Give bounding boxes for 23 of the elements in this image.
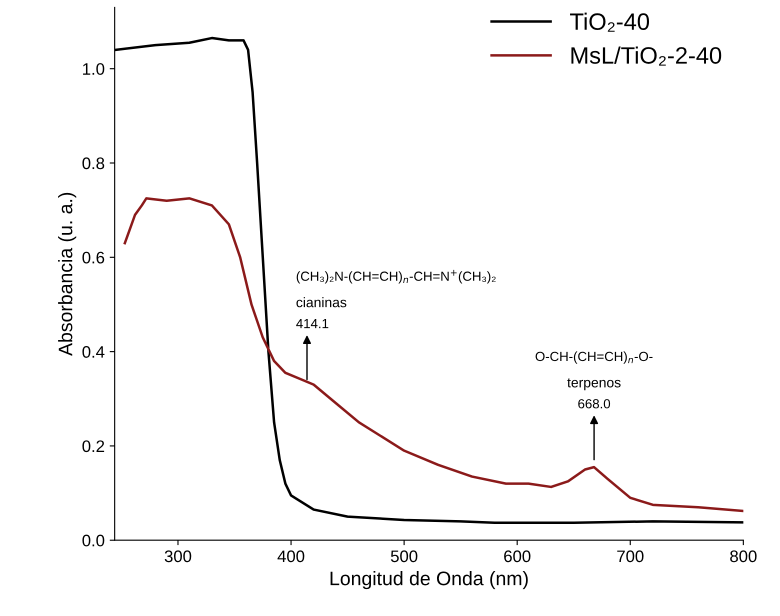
x-tick-label: 300 <box>164 550 192 562</box>
x-axis-title: Longitud de Onda (nm) <box>330 571 528 590</box>
line-series <box>124 197 744 512</box>
annotation: (CH₃)₂N-(CH=CH)$_{n}$-CH=N$^{+}$(CH₃)₂ <box>296 270 496 284</box>
x-tick-label: 800 <box>730 550 757 562</box>
annotation: cianinas <box>296 297 346 308</box>
x-tick-label: 500 <box>390 550 418 562</box>
x-tick-label: 400 <box>278 550 304 562</box>
y-tick-label: 1.0 <box>83 63 104 75</box>
y-tick-label: 0.4 <box>82 346 104 358</box>
y-tick-label: 0.0 <box>82 534 104 546</box>
annotation: 414.1 <box>296 319 328 328</box>
legend-label: TiO₂-40 <box>570 12 650 32</box>
annotation: 668.0 <box>578 399 610 408</box>
x-tick-label: 600 <box>504 550 530 562</box>
legend-label: MsL/TiO₂-2-40 <box>571 46 722 66</box>
x-tick-label: 700 <box>617 550 644 562</box>
y-axis-title: Absorbancia (u. a.) <box>58 192 76 356</box>
annotation: O-CH-(CH=CH)$_{n}$-O- <box>536 351 652 364</box>
y-tick-label: 0.6 <box>82 252 104 264</box>
annotation: terpenos <box>567 378 621 390</box>
y-tick-label: 0.2 <box>82 440 104 452</box>
y-tick-label: 0.8 <box>82 157 104 170</box>
